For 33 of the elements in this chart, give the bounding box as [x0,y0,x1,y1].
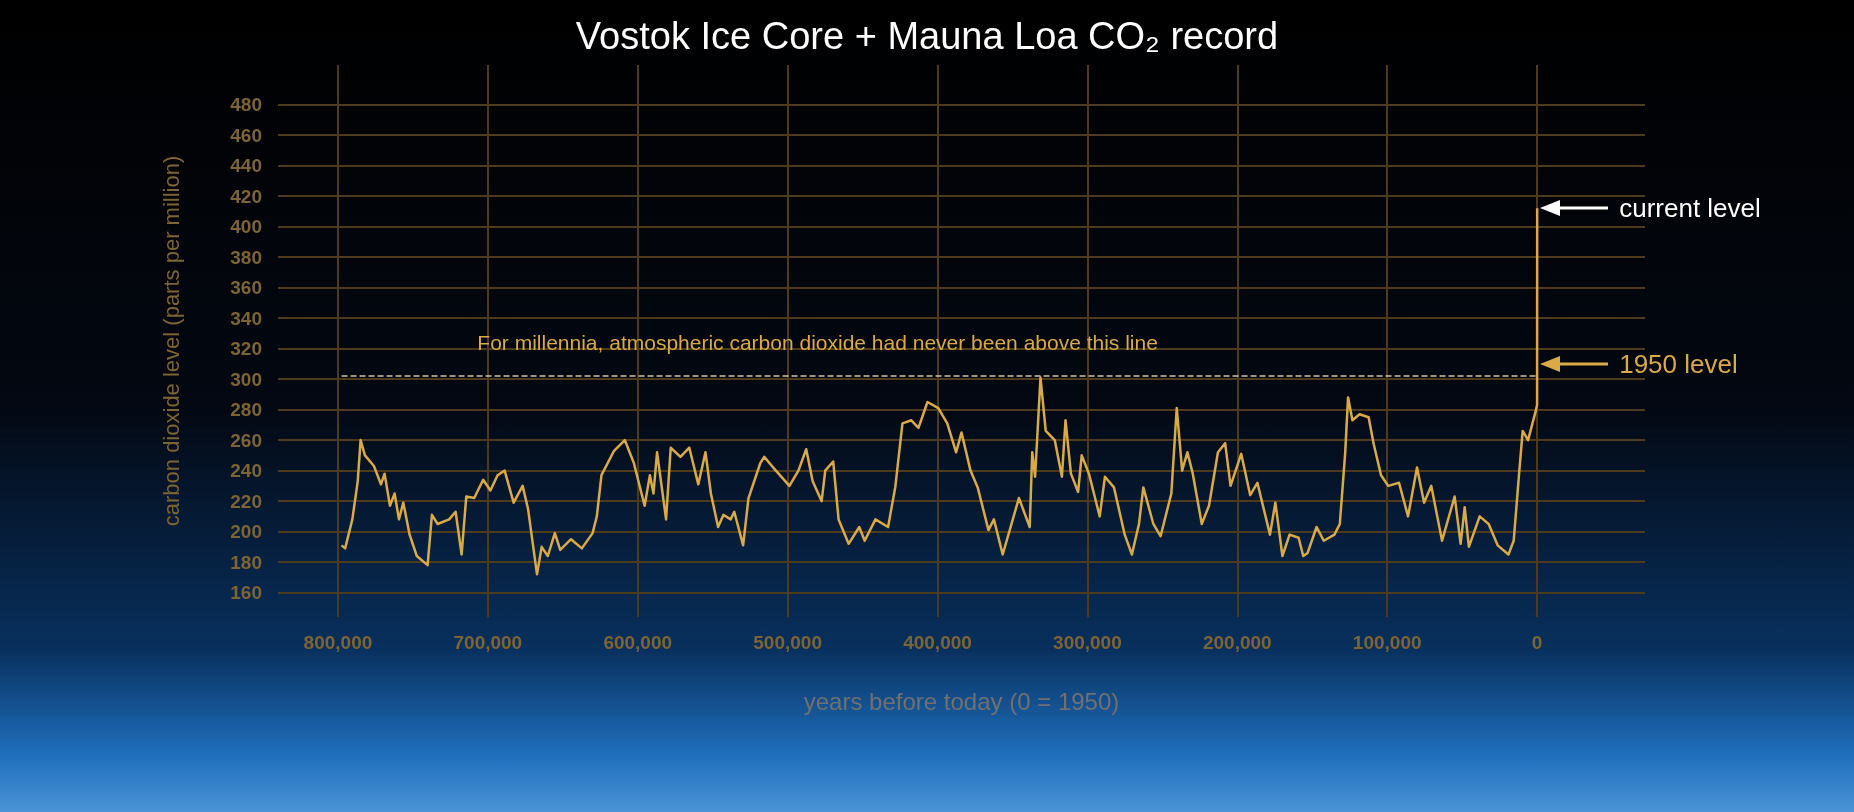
x-tick-label: 0 [1531,632,1543,653]
annotation: current level [1619,193,1761,224]
y-tick-label: 200 [230,521,262,543]
x-tick-label: 700,000 [453,632,523,653]
y-tick-label: 240 [230,460,262,482]
y-tick-label: 460 [230,124,262,146]
line-series [340,207,1539,576]
y-axis-title: carbon dioxide level (parts per million) [158,155,184,527]
x-tick-label: 800,000 [303,632,373,653]
chart-title: Vostok Ice Core + Mauna Loa CO₂ record [575,15,1279,57]
y-tick-label: 360 [230,277,262,299]
annotation: 1950 level [1619,349,1738,380]
x-tick-label: 500,000 [753,632,822,653]
x-tick-label: 200,000 [1202,632,1272,653]
x-tick-label: 300,000 [1053,632,1122,653]
y-tick-label: 260 [230,429,262,451]
y-tick-label: 480 [230,94,262,116]
y-tick-label: 420 [230,185,262,207]
y-tick-label: 220 [230,490,262,512]
y-tick-label: 160 [230,582,262,604]
x-axis-title: years before today (0 = 1950) [803,687,1120,715]
y-tick-label: 380 [230,246,262,268]
y-tick-label: 180 [230,551,262,573]
annotation: For millennia, atmospheric carbon dioxide had never been above this line [477,330,1158,354]
y-tick-label: 280 [230,399,262,421]
x-tick-label: 600,000 [603,632,673,653]
y-tick-label: 340 [230,307,262,329]
y-tick-label: 300 [230,368,262,390]
y-tick-label: 400 [230,216,262,238]
y-tick-label: 440 [230,155,262,177]
x-tick-label: 400,000 [903,632,972,653]
y-tick-label: 320 [230,338,262,360]
x-tick-label: 100,000 [1352,632,1422,653]
